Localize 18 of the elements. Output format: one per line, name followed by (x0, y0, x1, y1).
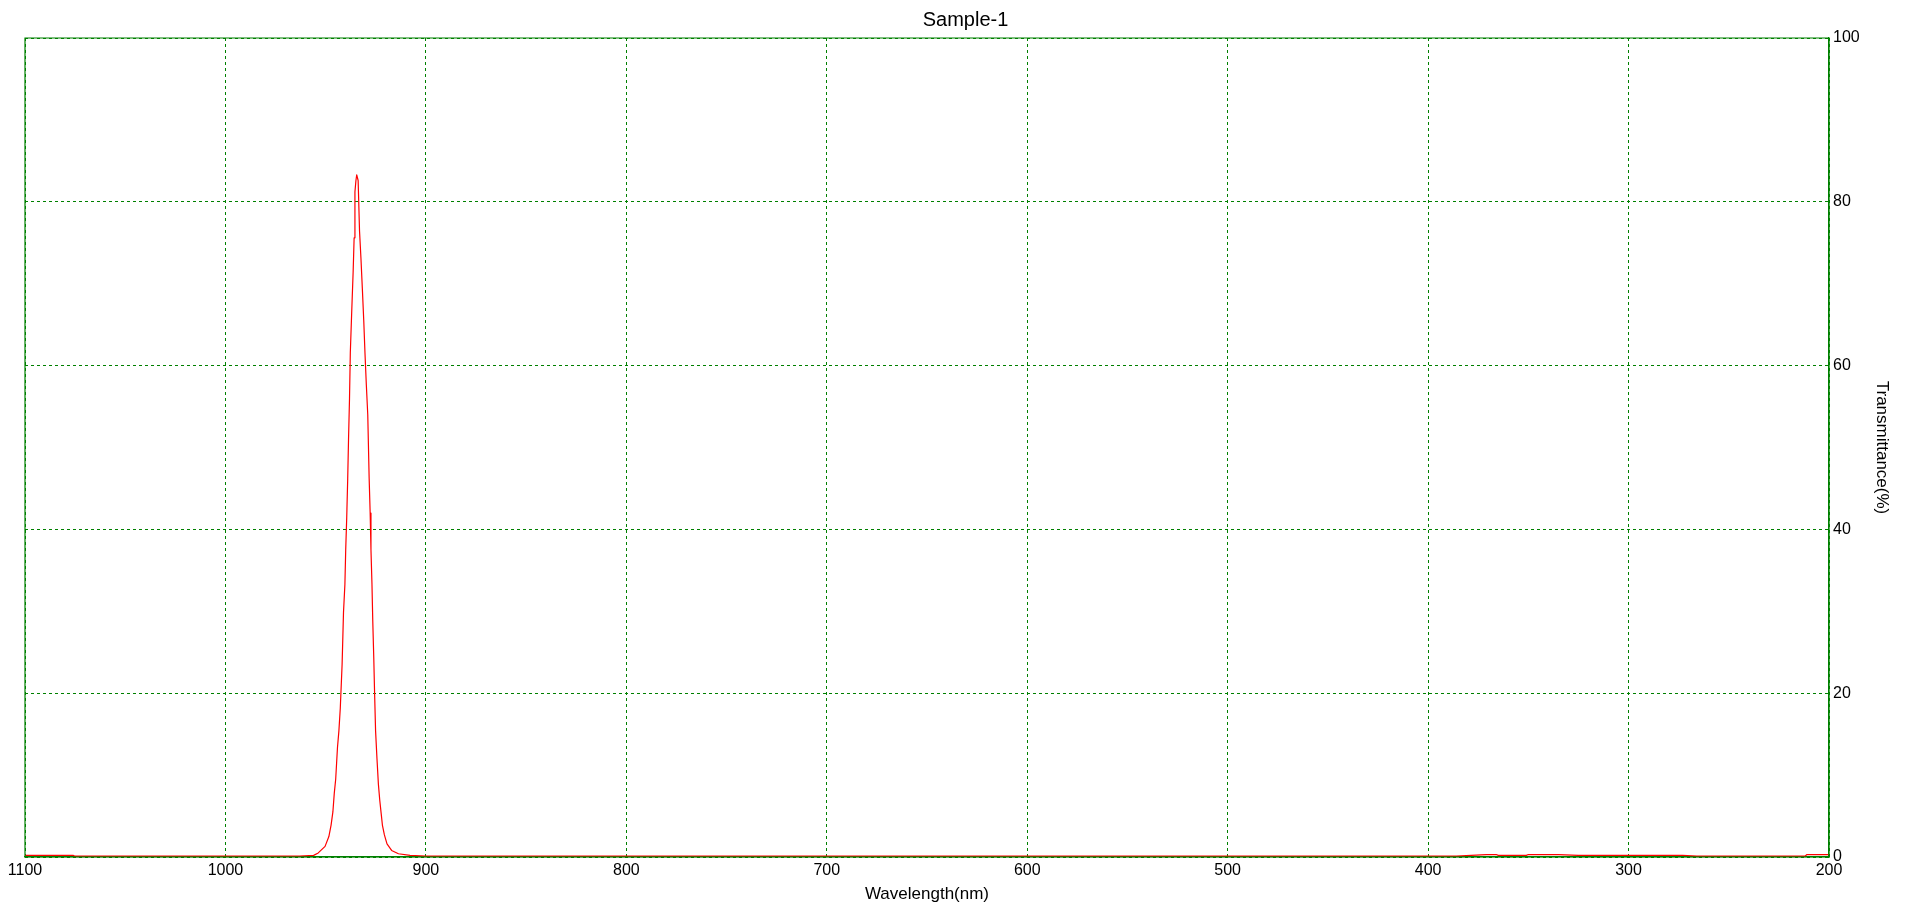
y-tick-label: 80 (1833, 192, 1851, 210)
x-tick-label: 400 (1414, 861, 1442, 879)
x-tick-label: 500 (1214, 861, 1242, 879)
chart-title: Sample-1 (922, 7, 1009, 30)
y-tick-label: 40 (1833, 519, 1851, 537)
x-tick-label: 900 (412, 861, 440, 879)
x-tick-label: 1100 (7, 861, 43, 879)
y-tick-label: 60 (1833, 356, 1851, 374)
x-tick-label: 800 (612, 861, 640, 879)
x-tick-label: 700 (813, 861, 841, 879)
y-tick-label: 20 (1833, 683, 1851, 701)
y-axis-title: Transmittance(%) (1873, 380, 1893, 515)
x-tick-label: 300 (1615, 861, 1642, 879)
y-tick-label: 100 (1833, 28, 1860, 46)
x-tick-label: 200 (1815, 861, 1843, 879)
x-axis-title: Wavelength(nm) (864, 884, 990, 904)
x-tick-label: 600 (1013, 861, 1041, 879)
x-tick-label: 1000 (207, 861, 244, 879)
